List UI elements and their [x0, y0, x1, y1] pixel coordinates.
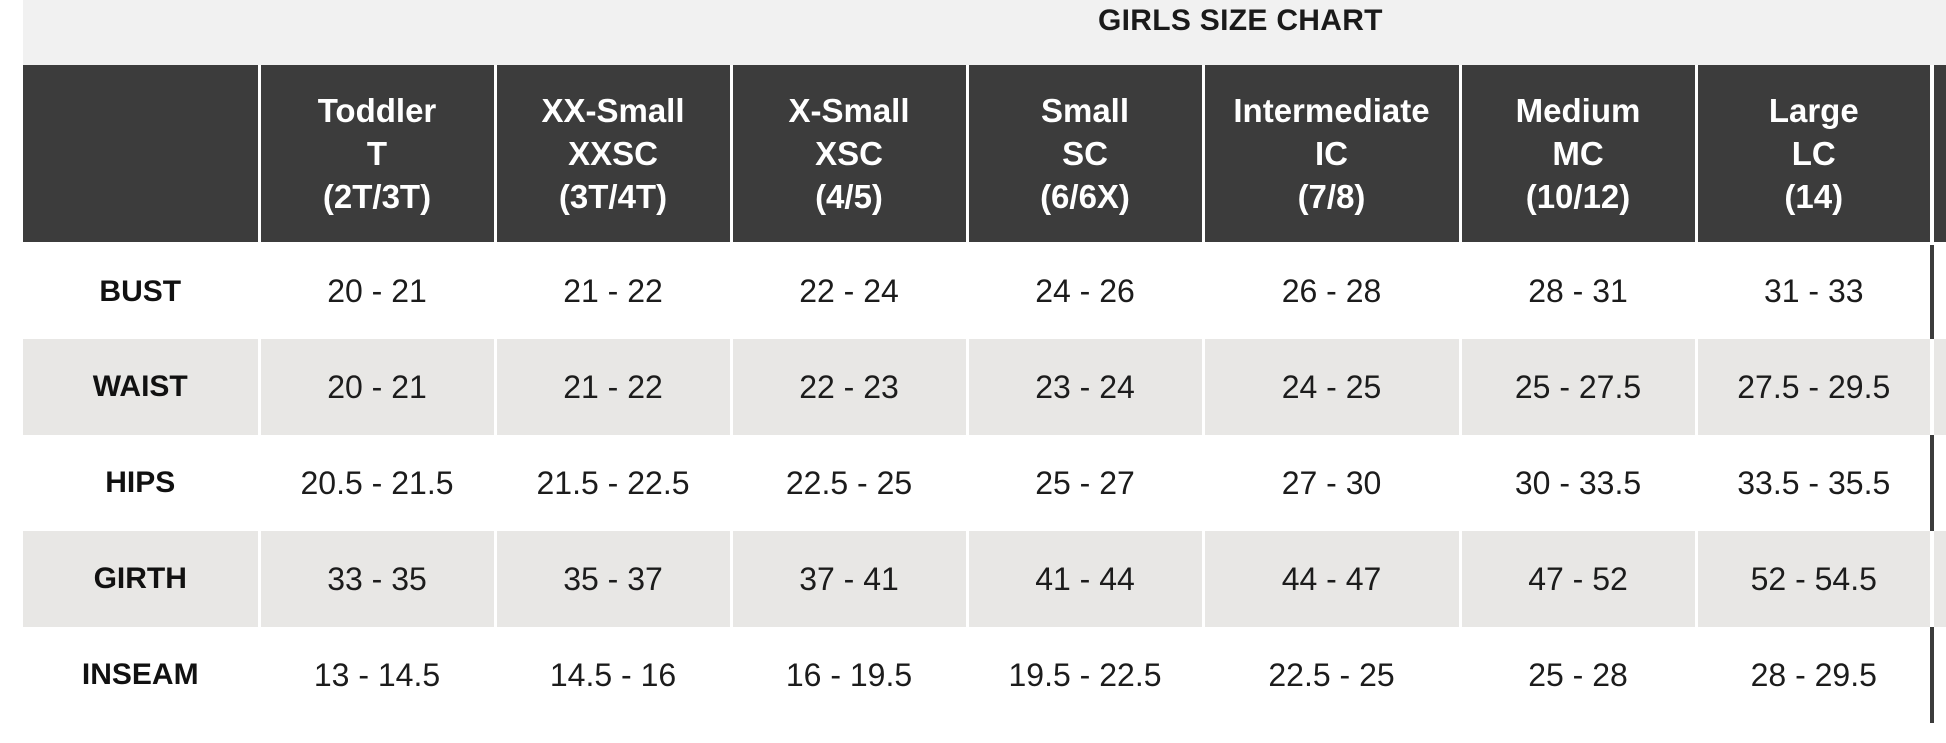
- table-row: WAIST 20 - 21 21 - 22 22 - 23 23 - 24 24…: [23, 339, 1946, 435]
- size-chart-table: Toddler T (2T/3T) XX-Small XXSC (3T/4T) …: [23, 65, 1946, 723]
- size-column-header: Medium MC (10/12): [1458, 65, 1696, 245]
- measurement-cell: 37 - 41: [729, 531, 967, 627]
- measurement-cell: 20 - 21: [257, 243, 495, 339]
- measurement-cell: 14.5 - 16: [493, 627, 731, 723]
- measurement-cell: 27.5 - 29.5: [1694, 339, 1932, 435]
- size-code: LC: [1791, 134, 1836, 172]
- size-chart-title: GIRLS SIZE CHART: [1098, 4, 1383, 37]
- clipped-cell: [1930, 435, 1946, 531]
- size-name: X-Small: [788, 91, 910, 129]
- size-column-header: Toddler T (2T/3T): [257, 65, 495, 245]
- measurement-cell: 35 - 37: [493, 531, 731, 627]
- size-name: Medium: [1515, 91, 1641, 129]
- size-code: T: [366, 134, 388, 172]
- measurement-cell: 27 - 30: [1201, 435, 1460, 531]
- size-range: (4/5): [815, 177, 883, 215]
- clipped-cell: [1930, 243, 1946, 339]
- measurement-cell: 16 - 19.5: [729, 627, 967, 723]
- size-code: XXSC: [568, 134, 658, 172]
- row-label: INSEAM: [23, 627, 259, 723]
- measurement-cell: 21 - 22: [493, 339, 731, 435]
- size-column-header: Large LC (14): [1694, 65, 1932, 245]
- measurement-cell: 22 - 24: [729, 243, 967, 339]
- row-label: HIPS: [23, 435, 259, 531]
- size-range: (6/6X): [1040, 177, 1130, 215]
- measurement-cell: 30 - 33.5: [1458, 435, 1696, 531]
- size-column-header: Intermediate IC (7/8): [1201, 65, 1460, 245]
- clipped-cell: [1930, 531, 1946, 627]
- measurement-cell: 31 - 33: [1694, 243, 1932, 339]
- size-name: Intermediate: [1233, 91, 1430, 129]
- measurement-cell: 13 - 14.5: [257, 627, 495, 723]
- size-column-header: X-Small XSC (4/5): [729, 65, 967, 245]
- measurement-cell: 25 - 27: [965, 435, 1203, 531]
- measurement-cell: 22.5 - 25: [729, 435, 967, 531]
- clipped-cell: [1930, 627, 1946, 723]
- table-row: BUST 20 - 21 21 - 22 22 - 24 24 - 26 26 …: [23, 243, 1946, 339]
- size-code: SC: [1062, 134, 1108, 172]
- header-row: Toddler T (2T/3T) XX-Small XXSC (3T/4T) …: [23, 65, 1946, 245]
- size-name: Toddler: [317, 91, 437, 129]
- table-row: INSEAM 13 - 14.5 14.5 - 16 16 - 19.5 19.…: [23, 627, 1946, 723]
- measurement-cell: 44 - 47: [1201, 531, 1460, 627]
- size-range: (14): [1784, 177, 1844, 215]
- measurement-cell: 20.5 - 21.5: [257, 435, 495, 531]
- size-range: (7/8): [1297, 177, 1366, 215]
- table-row: GIRTH 33 - 35 35 - 37 37 - 41 41 - 44 44…: [23, 531, 1946, 627]
- measurement-cell: 41 - 44: [965, 531, 1203, 627]
- measurement-cell: 25 - 28: [1458, 627, 1696, 723]
- measurement-cell: 33 - 35: [257, 531, 495, 627]
- size-range: (3T/4T): [558, 177, 668, 215]
- size-range: (2T/3T): [322, 177, 432, 215]
- size-code: XSC: [815, 134, 883, 172]
- measurement-cell: 19.5 - 22.5: [965, 627, 1203, 723]
- measurement-cell: 20 - 21: [257, 339, 495, 435]
- measurement-cell: 47 - 52: [1458, 531, 1696, 627]
- measurement-cell: 25 - 27.5: [1458, 339, 1696, 435]
- size-code: MC: [1552, 134, 1604, 172]
- title-bar: GIRLS SIZE CHART: [23, 0, 1946, 65]
- measurement-cell: 28 - 29.5: [1694, 627, 1932, 723]
- measurement-cell: 23 - 24: [965, 339, 1203, 435]
- size-column-header: Small SC (6/6X): [965, 65, 1203, 245]
- measurement-cell: 33.5 - 35.5: [1694, 435, 1932, 531]
- measurement-cell: 52 - 54.5: [1694, 531, 1932, 627]
- size-column-header: XX-Small XXSC (3T/4T): [493, 65, 731, 245]
- measurement-cell: 22 - 23: [729, 339, 967, 435]
- row-label: BUST: [23, 243, 259, 339]
- measurement-cell: 24 - 25: [1201, 339, 1460, 435]
- measurement-cell: 26 - 28: [1201, 243, 1460, 339]
- size-name: XX-Small: [541, 91, 685, 129]
- size-name: Large: [1768, 91, 1859, 129]
- clipped-column-header: [1930, 65, 1946, 245]
- header-corner-cell: [23, 65, 259, 245]
- size-code: IC: [1315, 134, 1348, 172]
- size-range: (10/12): [1525, 177, 1631, 215]
- table-row: HIPS 20.5 - 21.5 21.5 - 22.5 22.5 - 25 2…: [23, 435, 1946, 531]
- clipped-cell: [1930, 339, 1946, 435]
- row-label: GIRTH: [23, 531, 259, 627]
- measurement-cell: 21 - 22: [493, 243, 731, 339]
- row-label: WAIST: [23, 339, 259, 435]
- measurement-cell: 21.5 - 22.5: [493, 435, 731, 531]
- size-name: Small: [1040, 91, 1130, 129]
- measurement-cell: 28 - 31: [1458, 243, 1696, 339]
- measurement-cell: 22.5 - 25: [1201, 627, 1460, 723]
- measurement-cell: 24 - 26: [965, 243, 1203, 339]
